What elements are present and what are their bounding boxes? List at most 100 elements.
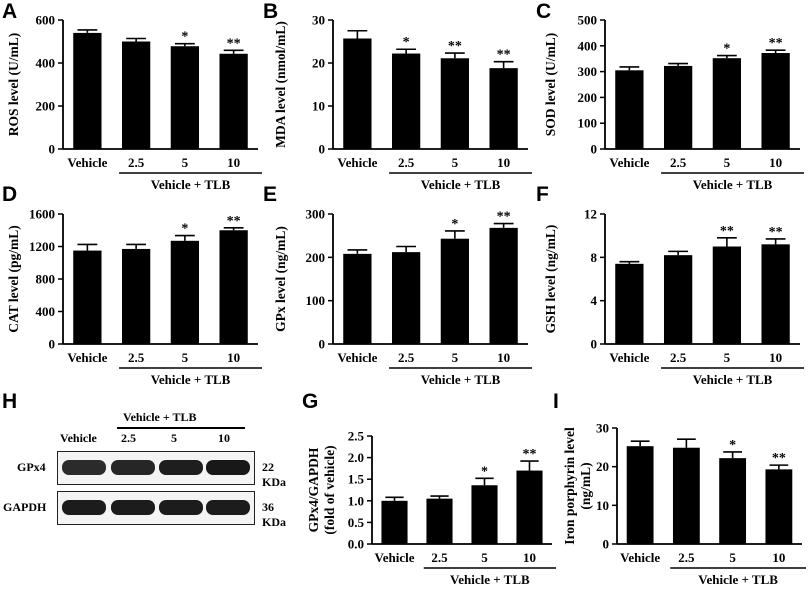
x-tick-label-i: 5	[729, 550, 736, 565]
panel-label-i: I	[553, 390, 559, 413]
y-tick-label-f: 12	[584, 207, 597, 222]
significance-label-a: *	[181, 30, 188, 45]
blot-strip-gpx4	[57, 451, 255, 485]
blot-lane-5: 5	[171, 431, 177, 445]
significance-label-b: **	[497, 48, 511, 63]
x-tick-label-g: 10	[523, 550, 536, 565]
significance-label-i: **	[772, 451, 786, 466]
significance-label-c: *	[723, 42, 730, 57]
bar-e	[489, 227, 518, 344]
y-tick-label-i: 30	[596, 421, 609, 436]
bar-g	[471, 485, 498, 544]
bar-f	[761, 244, 790, 344]
x-tick-label-e: 5	[452, 350, 459, 365]
group-label-i: Vehicle + TLB	[698, 572, 778, 587]
significance-label-c: **	[769, 36, 783, 51]
x-tick-label-d: Vehicle	[67, 350, 107, 365]
y-axis-label-f: GSH level (ng/mL)	[543, 225, 558, 334]
bar-e	[391, 252, 421, 344]
bar-i	[765, 469, 793, 544]
y-tick-label-b: 30	[312, 13, 325, 28]
y-tick-label-a: 600	[36, 13, 56, 28]
significance-label-d: **	[227, 214, 241, 229]
bar-g	[381, 500, 408, 544]
x-tick-label-g: 2.5	[431, 550, 448, 565]
y-tick-label-e: 200	[306, 250, 326, 265]
panel-label-g: G	[302, 390, 319, 413]
y-axis-label-c: SOD level (U/mL)	[543, 33, 558, 137]
x-tick-label-e: Vehicle	[337, 350, 377, 365]
x-tick-label-a: 10	[227, 155, 240, 170]
x-tick-label-f: 10	[769, 350, 782, 365]
bar-d	[170, 240, 200, 344]
y-tick-label-d: 1600	[29, 207, 55, 222]
y-tick-label-d: 0	[49, 337, 56, 352]
y-tick-label-c: 300	[578, 64, 598, 79]
group-label-c: Vehicle + TLB	[693, 177, 773, 192]
y-tick-label-e: 0	[319, 337, 326, 352]
blot-group-label: Vehicle + TLB	[123, 410, 197, 424]
x-tick-label-d: 10	[227, 350, 240, 365]
y-tick-label-f: 4	[591, 293, 598, 308]
bar-d	[121, 248, 151, 344]
x-tick-label-e: 2.5	[398, 350, 415, 365]
bar-c	[663, 65, 693, 149]
y-tick-label-d: 1200	[29, 239, 55, 254]
x-tick-label-b: 2.5	[398, 155, 415, 170]
y-tick-label-a: 400	[36, 56, 56, 71]
bar-d	[73, 250, 102, 344]
blot-band	[159, 460, 203, 475]
x-tick-label-i: Vehicle	[620, 550, 660, 565]
significance-label-e: *	[451, 217, 458, 232]
y-tick-label-g: 0.5	[348, 515, 365, 530]
y-tick-label-e: 300	[306, 207, 326, 222]
y-tick-label-d: 800	[36, 272, 56, 287]
bar-b	[391, 53, 421, 149]
significance-label-f: **	[769, 225, 783, 240]
blot-protein-gpx4: GPx4	[17, 460, 46, 474]
x-tick-label-d: 2.5	[128, 350, 145, 365]
blot-size-gpx4: 22 KDa	[262, 460, 286, 489]
bar-b	[440, 58, 470, 149]
bar-a	[73, 32, 102, 149]
bar-c	[712, 58, 742, 149]
x-tick-label-a: Vehicle	[67, 155, 107, 170]
significance-label-e: **	[497, 210, 511, 225]
y-tick-label-g: 2.0	[348, 450, 364, 465]
x-tick-label-b: 10	[497, 155, 510, 170]
bar-f	[712, 246, 742, 344]
group-label-e: Vehicle + TLB	[421, 372, 501, 387]
bar-a	[219, 53, 248, 149]
blot-lane-vehicle: Vehicle	[60, 431, 97, 445]
significance-label-g: **	[523, 447, 537, 462]
x-tick-label-g: Vehicle	[375, 550, 415, 565]
bar-c	[761, 53, 790, 149]
y-axis-label-d: CAT level (pg/mL)	[6, 225, 21, 333]
y-axis-label-b: MDA level (nmol/mL)	[273, 21, 288, 148]
blot-lane-2-5: 2.5	[121, 431, 136, 445]
bar-i	[672, 447, 700, 544]
x-tick-label-b: 5	[452, 155, 459, 170]
blot-lane-10: 10	[218, 431, 230, 445]
y-tick-label-g: 1.5	[348, 472, 365, 487]
group-label-d: Vehicle + TLB	[151, 372, 231, 387]
group-label-b: Vehicle + TLB	[421, 177, 501, 192]
blot-group-line	[117, 427, 245, 429]
bar-f	[663, 255, 693, 344]
panel-label-c: C	[536, 0, 552, 23]
significance-label-f: **	[720, 224, 734, 239]
y-tick-label-e: 100	[306, 293, 326, 308]
x-tick-label-f: Vehicle	[609, 350, 649, 365]
blot-band	[159, 500, 203, 515]
y-tick-label-b: 20	[312, 56, 325, 71]
y-tick-label-d: 400	[36, 304, 56, 319]
bar-b	[489, 68, 518, 149]
x-tick-label-c: 5	[724, 155, 731, 170]
y-tick-label-c: 400	[578, 38, 598, 53]
blot-band	[62, 500, 106, 515]
y-tick-label-c: 0	[591, 142, 598, 157]
group-label-g: Vehicle + TLB	[450, 572, 530, 587]
y-tick-label-a: 0	[49, 142, 56, 157]
y-tick-label-g: 1.0	[348, 493, 364, 508]
blot-strip-gapdh	[57, 491, 255, 525]
